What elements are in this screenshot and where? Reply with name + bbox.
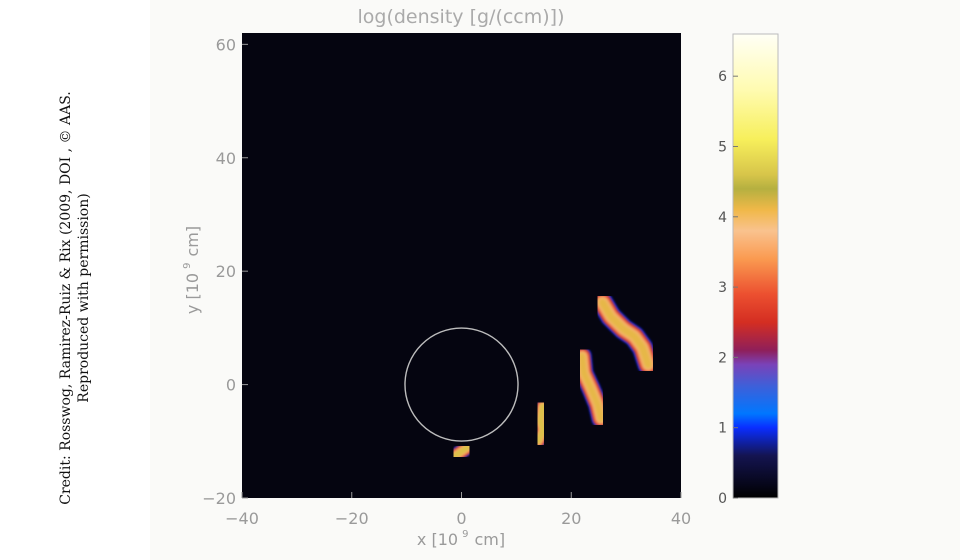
x-axis-label-suffix: cm] [474,530,505,549]
reference-circle [404,327,519,442]
chart-title: log(density [g/(ccm)]) [357,6,564,28]
colorbar-tick-label: 2 [718,350,727,366]
colorbar-tick-label: 5 [718,139,727,155]
colorbar-ticks: 0 1 2 3 4 5 6 [718,69,738,507]
y-tick-label: 20 [216,262,236,281]
colorbar-tick-label: 1 [718,421,727,437]
x-axis-label-prefix: x [10 [417,530,458,549]
y-axis-label-suffix: cm] [183,226,202,257]
y-axis-label: y [10 9 cm] [182,226,202,314]
plot-area [242,33,681,498]
y-tick-label: 40 [216,149,236,168]
x-tick-label: 20 [561,509,581,528]
colorbar-tick-label: 0 [718,491,727,507]
density-blobs [256,283,659,464]
colorbar-tick-label: 6 [718,69,727,85]
colorbar-tick-label: 4 [718,210,727,226]
y-tick-label: 60 [216,35,236,54]
y-tick-label: 0 [226,376,236,395]
y-axis-label-prefix: y [10 [183,273,202,314]
x-axis-label: x [10 9 cm] [417,529,505,549]
density-blob-7-level-5 [578,352,605,423]
density-blob-5-level-6 [453,445,470,458]
y-axis-label-exponent: 9 [182,263,193,269]
x-tick-label: −40 [225,509,259,528]
density-blob-6-level-6 [536,404,546,444]
y-tick-label: −20 [202,489,236,508]
colorbar-tick-label: 3 [718,280,727,296]
y-axis-ticks: −20 0 20 40 60 [202,35,248,508]
colorbar [732,33,779,499]
x-tick-label: −20 [335,509,369,528]
density-blob-8-level-5 [598,298,653,369]
x-axis-label-exponent: 9 [462,529,468,540]
x-tick-label: 40 [671,509,691,528]
x-tick-label: 0 [456,509,466,528]
x-axis-ticks: −40 −20 0 20 40 [225,492,691,528]
